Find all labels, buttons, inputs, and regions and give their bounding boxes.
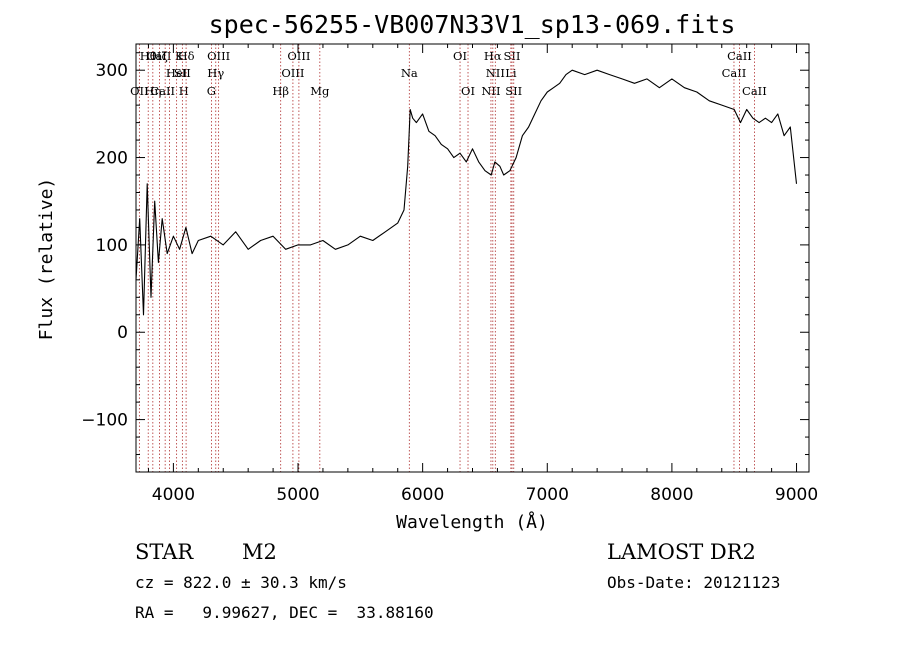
spectral-line-label: Hδ xyxy=(178,49,195,63)
spectral-line-label: Mg xyxy=(310,84,330,98)
spectral-line-label: SII xyxy=(504,49,521,63)
spectral-line-label: OII xyxy=(130,84,149,98)
spectral-line-label: SII xyxy=(505,84,522,98)
spectral-line-label: Hη xyxy=(144,84,161,98)
object-class: STAR xyxy=(135,540,194,564)
coordinates-text: RA = 9.99627, DEC = 33.88160 xyxy=(135,603,434,622)
spectral-line-label: CaII K xyxy=(147,49,184,63)
chart-title: spec-56255-VB007N33V1_sp13-069.fits xyxy=(209,10,736,39)
spectral-line-label: Hβ xyxy=(272,84,289,98)
spectral-line-label: CaII xyxy=(727,49,752,63)
spectral-line-label: Hγ xyxy=(207,66,224,80)
spectral-line-label: Hζ xyxy=(151,49,167,63)
y-axis-label: Flux (relative) xyxy=(36,178,57,341)
plot-frame xyxy=(135,43,810,473)
redshift-text: cz = 822.0 ± 30.3 km/s xyxy=(135,573,347,592)
spectral-line-label: OIII xyxy=(207,49,230,63)
y-axis: −100 0 100 200 300 xyxy=(81,52,809,473)
spectral-line-label: G xyxy=(207,84,216,98)
spectral-line-label: Hα xyxy=(484,49,502,63)
spectral-line-label: SII xyxy=(174,66,191,80)
y-tick-label: 100 xyxy=(96,236,128,256)
spectral-line-label: CaII H xyxy=(150,84,188,98)
spectral-line-label: CaII xyxy=(742,84,767,98)
spectral-line-label: OI xyxy=(453,49,467,63)
y-tick-label: 300 xyxy=(96,61,128,81)
y-tick-label: 0 xyxy=(117,323,128,343)
x-axis: 4000 5000 6000 7000 8000 9000 xyxy=(147,44,818,505)
x-tick-label: 5000 xyxy=(276,485,319,505)
x-axis-label: Wavelength (Å) xyxy=(396,511,548,533)
x-tick-label: 4000 xyxy=(152,485,195,505)
series-layer xyxy=(135,69,798,316)
object-subclass: M2 xyxy=(242,540,277,564)
spectral-line-label: NII xyxy=(486,66,505,80)
x-tick-label: 6000 xyxy=(401,485,444,505)
y-tick-label: −100 xyxy=(81,411,128,431)
spectral-line-label: NII xyxy=(481,84,500,98)
x-tick-label: 8000 xyxy=(650,485,693,505)
spectral-line-label: Na xyxy=(401,66,418,80)
obsdate-text: Obs-Date: 20121123 xyxy=(607,573,781,592)
y-tick-label: 200 xyxy=(96,149,128,169)
x-tick-label: 7000 xyxy=(526,485,569,505)
spectrum-series-line xyxy=(135,69,798,316)
spectral-line-label: OIII xyxy=(281,66,304,80)
spectral-line-label: CaII xyxy=(722,66,747,80)
spectral-line-label: Li xyxy=(505,66,517,80)
spectral-line-label: OI xyxy=(461,84,475,98)
spectral-line-label: OIII xyxy=(287,49,310,63)
survey-name: LAMOST DR2 xyxy=(607,540,756,564)
x-tick-label: 9000 xyxy=(775,485,818,505)
